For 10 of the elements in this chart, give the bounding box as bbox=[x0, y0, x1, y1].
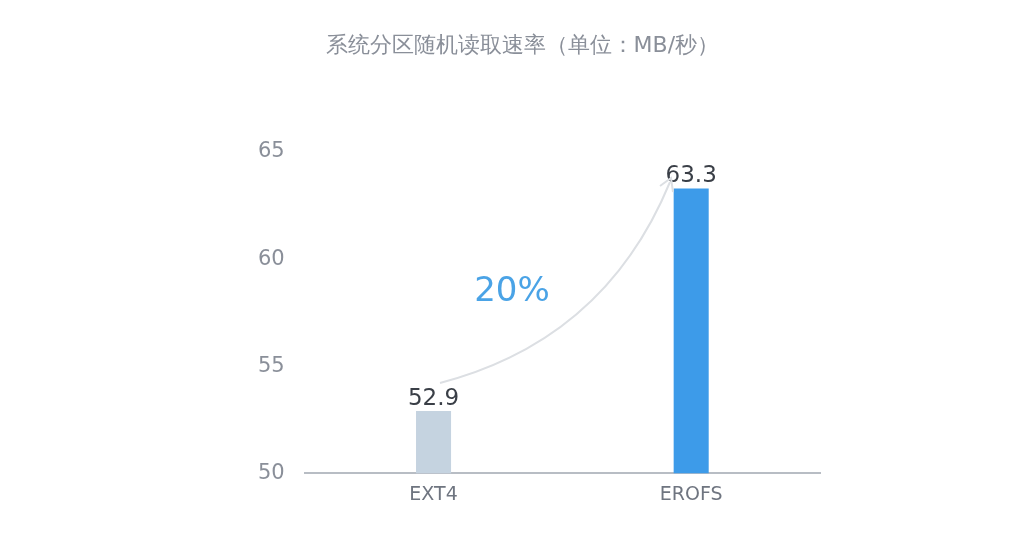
data-label: 52.9 bbox=[407, 383, 460, 410]
y-tick-label: 55 bbox=[257, 352, 285, 377]
x-tick-label: EROFS bbox=[659, 481, 723, 504]
annotation: 20% bbox=[474, 268, 550, 309]
y-tick-label: 50 bbox=[257, 459, 285, 484]
x-tick-label: EXT4 bbox=[409, 481, 458, 504]
y-tick-label: 65 bbox=[257, 138, 285, 163]
data-label: 63.3 bbox=[665, 160, 717, 187]
chart-title: 系统分区随机读取速率（单位：MB/秒） bbox=[325, 31, 720, 57]
y-tick-label: 60 bbox=[257, 245, 285, 270]
